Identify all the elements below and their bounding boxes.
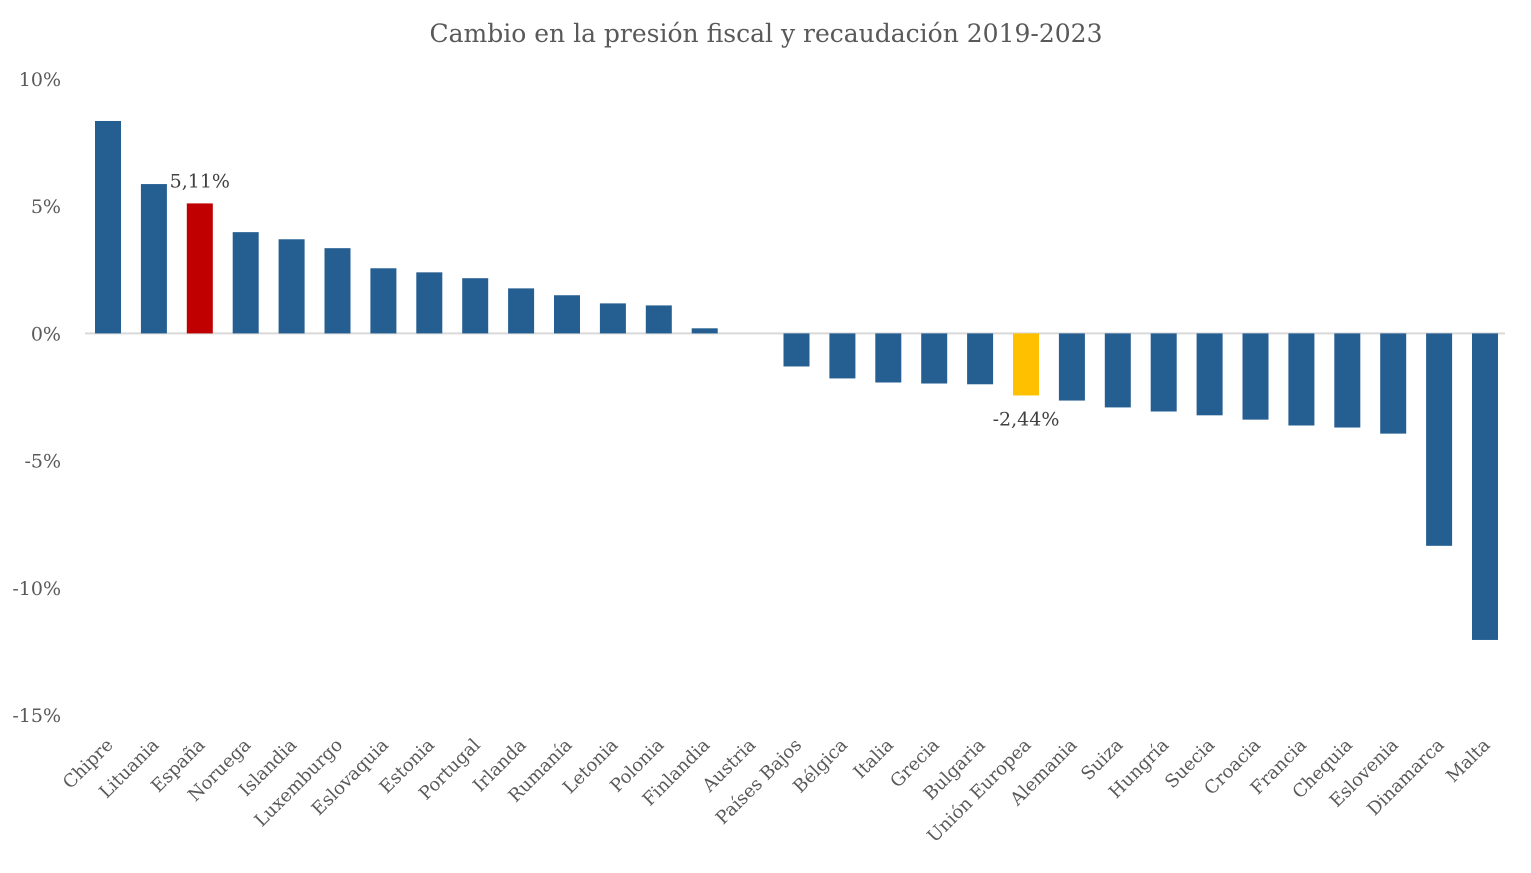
- bar-chequia: [1334, 333, 1361, 428]
- bar-islandia: [278, 239, 305, 334]
- y-tick-label: -15%: [12, 705, 61, 727]
- x-tick-label: Malta: [1442, 735, 1494, 787]
- bar-hungria: [1150, 333, 1177, 412]
- data-label: -2,44%: [993, 408, 1060, 430]
- y-tick-label: -5%: [24, 451, 61, 473]
- bar-grecia: [921, 333, 948, 384]
- bar-belgica: [829, 333, 856, 379]
- bar-francia: [1288, 333, 1315, 426]
- y-tick-label: -10%: [12, 578, 61, 600]
- bar-chipre: [95, 120, 121, 334]
- data-label: 5,11%: [170, 170, 230, 192]
- y-tick-label: 5%: [31, 196, 61, 218]
- bar-espana: [186, 203, 213, 334]
- data-labels: 5,11% -2,44%: [170, 170, 1060, 430]
- bar-suiza: [1104, 333, 1131, 408]
- bar-rumania: [554, 295, 580, 334]
- y-axis: 10% 5% 0% -5% -10% -15%: [12, 69, 61, 727]
- bar-croacia: [1242, 333, 1269, 420]
- bar-malta: [1472, 333, 1498, 640]
- bar-polonia: [645, 305, 672, 334]
- y-tick-label: 10%: [19, 69, 61, 91]
- y-tick-label: 0%: [31, 323, 61, 345]
- bar-letonia: [599, 303, 626, 334]
- bar-lituania: [140, 184, 167, 334]
- bar-irlanda: [508, 288, 535, 334]
- bar-luxemburgo: [324, 248, 351, 334]
- bar-portugal: [462, 278, 489, 334]
- bar-alemania: [1058, 333, 1085, 401]
- bar-eslovaquia: [370, 268, 397, 334]
- bar-bulgaria: [967, 333, 994, 385]
- chart-title: Cambio en la presión fiscal y recaudació…: [430, 19, 1103, 48]
- x-axis-labels: ChipreLituaniaEspañaNoruegaIslandiaLuxem…: [59, 734, 1495, 846]
- bar-paises-bajos: [783, 333, 810, 367]
- bar-noruega: [232, 232, 259, 334]
- bar-dinamarca: [1426, 333, 1453, 546]
- bars: [95, 120, 1498, 640]
- bar-suecia: [1196, 333, 1223, 416]
- bar-eslovenia: [1380, 333, 1407, 434]
- bar-union-europea: [1013, 333, 1039, 396]
- bar-estonia: [416, 272, 443, 334]
- bar-finlandia: [691, 328, 718, 334]
- bar-italia: [875, 333, 902, 383]
